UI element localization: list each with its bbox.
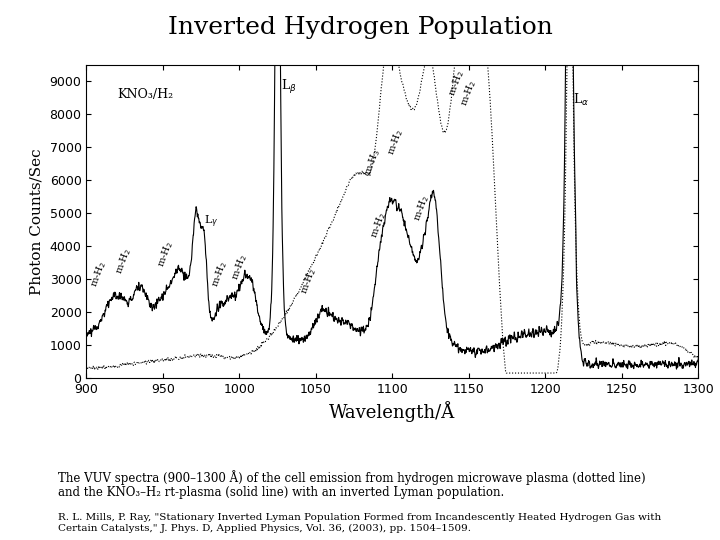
Y-axis label: Photon Counts/Sec: Photon Counts/Sec bbox=[30, 148, 44, 295]
Text: m-H$_2$: m-H$_2$ bbox=[156, 240, 176, 269]
X-axis label: Wavelength/Å: Wavelength/Å bbox=[329, 401, 456, 422]
Text: m-H$_2$: m-H$_2$ bbox=[368, 210, 390, 240]
Text: L$_\beta$: L$_\beta$ bbox=[281, 78, 297, 96]
Text: m-H$_3$: m-H$_3$ bbox=[362, 147, 383, 177]
Text: L$_\alpha$: L$_\alpha$ bbox=[573, 92, 589, 107]
Text: L$_\gamma$: L$_\gamma$ bbox=[204, 213, 219, 230]
Text: m-H$_2$: m-H$_2$ bbox=[209, 260, 230, 289]
Text: m-H$_2$: m-H$_2$ bbox=[385, 127, 406, 157]
Text: Inverted Hydrogen Population: Inverted Hydrogen Population bbox=[168, 16, 552, 39]
Text: and the KNO₃–H₂ rt-plasma (solid line) with an inverted Lyman population.: and the KNO₃–H₂ rt-plasma (solid line) w… bbox=[58, 486, 504, 499]
Text: m-H$_2$: m-H$_2$ bbox=[297, 266, 319, 295]
Text: m-H$_2$: m-H$_2$ bbox=[446, 68, 467, 98]
Text: m-H$_2$: m-H$_2$ bbox=[459, 78, 480, 107]
Text: KNO₃/H₂: KNO₃/H₂ bbox=[117, 88, 173, 101]
Text: m-H$_2$: m-H$_2$ bbox=[112, 246, 134, 276]
Text: R. L. Mills, P. Ray, "Stationary Inverted Lyman Population Formed from Incandesc: R. L. Mills, P. Ray, "Stationary Inverte… bbox=[58, 513, 661, 532]
Text: m-H$_2$: m-H$_2$ bbox=[88, 260, 109, 289]
Text: m-H$_2$: m-H$_2$ bbox=[229, 253, 250, 282]
Text: The VUV spectra (900–1300 Å) of the cell emission from hydrogen microwave plasma: The VUV spectra (900–1300 Å) of the cell… bbox=[58, 470, 645, 485]
Text: m-H$_2$: m-H$_2$ bbox=[411, 193, 432, 223]
